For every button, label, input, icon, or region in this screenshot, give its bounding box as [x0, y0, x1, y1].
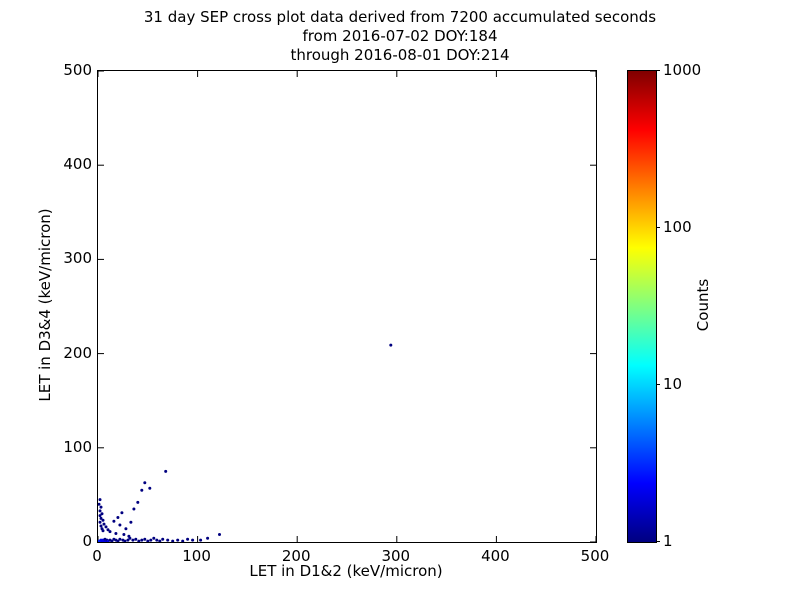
- scatter-point: [143, 481, 147, 485]
- scatter-point: [155, 538, 159, 542]
- x-tick-label: 200: [281, 547, 311, 565]
- scatter-point: [132, 507, 136, 511]
- scatter-point: [149, 538, 153, 542]
- scatter-point: [128, 536, 132, 540]
- colorbar-tick-label: 100: [663, 218, 692, 236]
- x-tick-label: 300: [381, 547, 411, 565]
- scatter-point: [136, 500, 140, 504]
- y-tick-label: 500: [63, 61, 92, 79]
- scatter-point: [112, 519, 116, 523]
- scatter-point: [98, 514, 102, 518]
- scatter-point: [140, 538, 144, 542]
- scatter-point: [102, 522, 106, 526]
- scatter-point: [140, 488, 144, 492]
- y-tick-label: 400: [63, 155, 92, 174]
- chart-title-line-3: through 2016-08-01 DOY:214: [290, 46, 510, 64]
- chart-title-line-2: from 2016-07-02 DOY:184: [302, 27, 498, 45]
- scatter-point: [98, 498, 102, 502]
- scatter-point: [152, 536, 156, 540]
- scatter-point: [99, 505, 103, 509]
- scatter-point: [99, 516, 103, 520]
- scatter-point: [98, 509, 102, 513]
- scatter-point: [176, 538, 180, 542]
- y-tick-label: 0: [82, 532, 92, 550]
- scatter-point: [181, 539, 185, 542]
- scatter-point: [164, 469, 168, 473]
- scatter-point: [100, 512, 104, 516]
- scatter-point: [137, 539, 141, 542]
- y-axis-label: LET in D3&4 (keV/micron): [36, 208, 54, 402]
- scatter-point: [206, 536, 210, 540]
- scatter-point: [101, 529, 105, 533]
- colorbar-tick-label: 1000: [663, 61, 702, 79]
- scatter-point: [143, 537, 147, 541]
- scatter-point: [146, 539, 150, 542]
- colorbar-tick-label: 1: [663, 532, 673, 550]
- x-tick-label: 0: [92, 547, 102, 565]
- y-tick-label: 300: [63, 249, 92, 268]
- scatter-point: [123, 539, 127, 542]
- scatter-point: [106, 528, 110, 532]
- y-tick-label: 100: [63, 437, 92, 456]
- x-tick-label: 400: [481, 547, 510, 565]
- chart-title: 31 day SEP cross plot data derived from …: [0, 8, 800, 65]
- scatter-point: [116, 539, 120, 542]
- colorbar-tick-label: 10: [663, 375, 683, 393]
- colorbar: [627, 70, 657, 543]
- scatter-point: [98, 520, 102, 524]
- scatter-point: [120, 511, 124, 515]
- scatter-point: [218, 533, 221, 536]
- scatter-point: [126, 538, 130, 542]
- colorbar-tick-mark: [656, 69, 660, 71]
- colorbar-tick-mark: [656, 383, 660, 385]
- scatter-point: [134, 537, 138, 541]
- scatter-point: [99, 524, 103, 528]
- scatter-point: [122, 533, 126, 536]
- scatter-point: [114, 532, 118, 535]
- chart-title-line-1: 31 day SEP cross plot data derived from …: [143, 8, 657, 26]
- scatter-point: [171, 539, 175, 542]
- scatter-point: [124, 527, 128, 531]
- scatter-points: [98, 71, 596, 542]
- scatter-point: [166, 538, 170, 542]
- scatter-point: [98, 502, 101, 506]
- scatter-point: [129, 520, 133, 524]
- scatter-point: [389, 343, 393, 347]
- scatter-point: [191, 538, 195, 542]
- plot-area: [97, 70, 597, 543]
- colorbar-tick-mark: [656, 226, 660, 228]
- scatter-point: [104, 525, 108, 529]
- x-axis-label: LET in D1&2 (keV/micron): [249, 562, 443, 580]
- scatter-point: [161, 537, 165, 541]
- scatter-point: [148, 486, 152, 490]
- scatter-point: [158, 539, 162, 542]
- scatter-point: [199, 538, 203, 542]
- scatter-point: [116, 516, 120, 519]
- scatter-point: [186, 537, 190, 541]
- scatter-point: [108, 530, 112, 534]
- colorbar-label: Counts: [694, 278, 712, 332]
- scatter-point: [118, 537, 122, 541]
- scatter-point: [110, 539, 114, 542]
- colorbar-tick-mark: [656, 540, 660, 542]
- y-tick-label: 200: [63, 343, 92, 362]
- scatter-point: [118, 523, 122, 527]
- scatter-point: [131, 538, 135, 542]
- x-tick-label: 500: [580, 547, 610, 565]
- x-tick-label: 100: [182, 547, 211, 565]
- scatter-point: [101, 518, 105, 522]
